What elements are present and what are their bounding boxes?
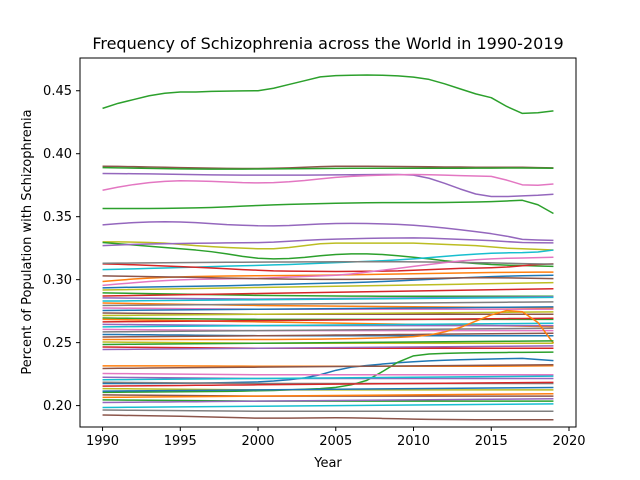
series-line-49	[102, 375, 554, 381]
series-line-60	[102, 414, 554, 421]
series-line-57	[102, 398, 554, 404]
series-line-31	[102, 317, 554, 323]
series-line-1	[102, 74, 554, 115]
y-tick-label: 0.25	[43, 336, 72, 351]
x-tick-label: 2010	[397, 434, 430, 449]
series-line-17	[102, 275, 554, 281]
series-line-28	[102, 311, 554, 317]
y-tick-label: 0.20	[43, 399, 72, 414]
series-line-3	[102, 166, 554, 170]
plot-frame	[79, 57, 577, 428]
series-line-40	[102, 340, 554, 346]
series-line-7	[102, 220, 554, 242]
series-line-42	[102, 345, 554, 351]
series-line-58	[102, 403, 554, 409]
series-line-6	[102, 199, 554, 215]
series-line-10	[102, 237, 554, 247]
x-axis: 1990 1995 2000 2005 2010 2015 2020	[86, 427, 586, 449]
x-tick-label: 2000	[241, 434, 274, 449]
series-line-2	[102, 165, 554, 170]
series-line-20	[102, 287, 554, 297]
series-line-59	[102, 409, 554, 413]
series-line-4	[102, 172, 554, 198]
y-tick-label: 0.35	[43, 210, 72, 225]
x-axis-title: Year	[313, 456, 342, 471]
x-tick-label: 2015	[475, 434, 508, 449]
y-tick-label: 0.45	[43, 84, 72, 99]
series-line-38	[102, 309, 555, 344]
x-tick-label: 1990	[86, 434, 119, 449]
x-tick-label: 1995	[164, 434, 197, 449]
y-tick-label: 0.40	[43, 147, 72, 162]
series-line-51	[102, 381, 554, 387]
y-tick-label: 0.30	[43, 273, 72, 288]
series-line-55	[102, 393, 554, 399]
series-line-26	[102, 306, 554, 312]
series-line-24	[102, 301, 554, 307]
series-line-46	[102, 364, 554, 370]
series-line-35	[102, 327, 554, 333]
y-axis-title: Percent of Population with Schizophrenia	[20, 109, 35, 374]
series-line-18	[102, 281, 554, 291]
series-line-12	[102, 263, 554, 273]
series-line-53	[102, 386, 554, 392]
series-line-15	[102, 256, 554, 287]
series-line-47	[102, 372, 554, 376]
series-line-33	[102, 322, 554, 328]
series-line-9	[102, 241, 554, 268]
x-tick-label: 2005	[319, 434, 352, 449]
series-line-37	[102, 332, 554, 338]
series-line-5	[102, 173, 554, 191]
chart-title: Frequency of Schizophrenia across the Wo…	[92, 34, 563, 53]
series-line-13	[102, 261, 554, 265]
series-line-11	[102, 249, 554, 271]
series-line-22	[102, 296, 554, 302]
x-tick-label: 2020	[552, 434, 585, 449]
y-axis: 0.20 0.25 0.30 0.35 0.40 0.45	[43, 84, 80, 414]
series-line-44	[102, 351, 554, 394]
series-group	[102, 74, 555, 421]
